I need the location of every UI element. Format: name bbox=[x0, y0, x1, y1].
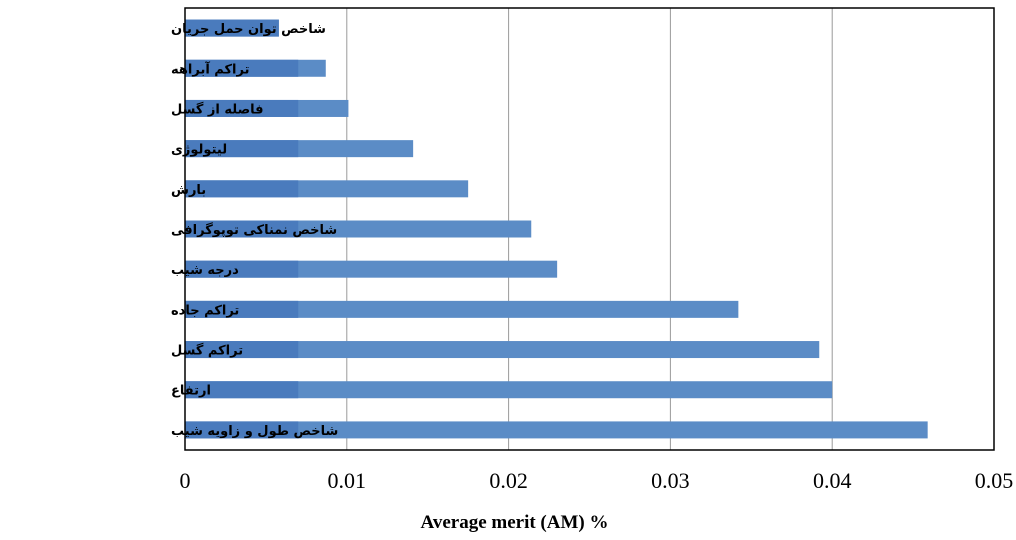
category-label: ارتفاع bbox=[171, 384, 211, 399]
bar-shade bbox=[185, 180, 299, 198]
category-labels: شاخص توان حمل جریان تراکم آبراهه فاصله از … bbox=[171, 22, 338, 439]
category-label: شاخص توان حمل جریان bbox=[171, 22, 326, 37]
bar-shade bbox=[185, 59, 299, 77]
bar-shade bbox=[185, 220, 299, 238]
x-tick-label: 0.02 bbox=[489, 468, 528, 493]
bars bbox=[185, 19, 928, 439]
category-label: فاصله از گسل bbox=[171, 101, 264, 117]
bar-shade bbox=[185, 99, 299, 117]
category-label: تراکم گسل bbox=[171, 343, 243, 359]
x-tick-label: 0.01 bbox=[328, 468, 367, 493]
category-label: شاخص نمناکی توپوگرافی bbox=[171, 222, 337, 238]
x-tick-label: 0 bbox=[180, 468, 191, 493]
bar bbox=[185, 341, 820, 359]
bar-shade bbox=[185, 300, 299, 318]
plot-frame bbox=[184, 7, 995, 451]
bar-shade bbox=[185, 260, 299, 278]
bar bbox=[185, 300, 739, 318]
x-tick-label: 0.04 bbox=[813, 468, 852, 493]
bar-shade bbox=[185, 381, 299, 399]
bar-shade bbox=[185, 140, 299, 158]
x-tick-labels: 0 0.01 0.02 0.03 0.04 0.05 bbox=[180, 468, 1014, 493]
bar bbox=[185, 381, 833, 399]
category-label: درجه شیب bbox=[171, 263, 239, 278]
bar-shade bbox=[185, 421, 299, 439]
category-label: تراکم آبراهه bbox=[171, 60, 249, 77]
x-axis-title: Average merit (AM) % bbox=[421, 512, 609, 533]
category-label: تراکم جاده bbox=[171, 303, 239, 318]
category-label: بارش bbox=[171, 183, 206, 198]
category-label: لیتولوژی bbox=[171, 143, 227, 158]
bar-shade bbox=[185, 341, 299, 359]
x-tick-label: 0.05 bbox=[975, 468, 1014, 493]
category-label: شاخص طول و زاویه شیب bbox=[171, 424, 338, 439]
bar-shade bbox=[185, 19, 279, 37]
x-tick-label: 0.03 bbox=[651, 468, 690, 493]
bar bbox=[185, 421, 928, 439]
